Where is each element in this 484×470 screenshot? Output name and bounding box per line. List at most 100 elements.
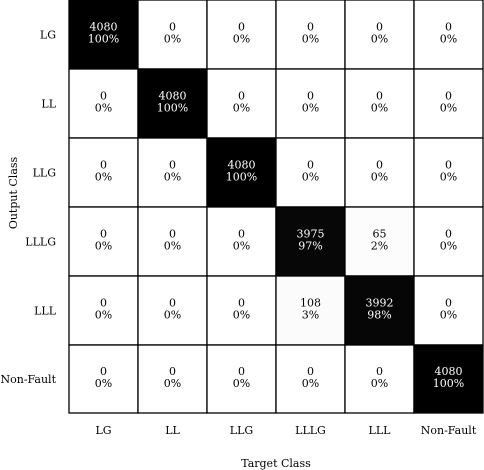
cell-count: 0	[238, 21, 245, 34]
cell-count: 3975	[297, 228, 325, 241]
cell-count: 0	[100, 90, 107, 103]
cell-count: 3992	[366, 297, 394, 310]
y-tick-label: LLL	[34, 305, 57, 318]
cell-percent: 0%	[164, 309, 181, 322]
matrix-cell: 00%	[275, 0, 346, 70]
cell-background	[68, 68, 139, 139]
cell-background	[68, 206, 139, 277]
matrix-cell: 00%	[206, 275, 277, 346]
matrix-cell: 00%	[413, 0, 484, 70]
cell-percent: 0%	[302, 377, 319, 390]
cell-count: 0	[376, 365, 383, 378]
matrix-cell: 00%	[68, 68, 139, 139]
y-tick-label: LLG	[33, 167, 56, 180]
matrix-cell: 00%	[344, 137, 415, 208]
y-tick-label: LLLG	[25, 236, 56, 249]
cell-background	[344, 0, 415, 70]
cell-count: 0	[376, 159, 383, 172]
cell-background	[275, 275, 346, 346]
cell-count: 0	[376, 90, 383, 103]
cell-count: 4080	[435, 365, 463, 378]
cell-percent: 3%	[302, 309, 319, 322]
y-tick-label: LL	[41, 98, 56, 111]
cell-count: 0	[376, 21, 383, 34]
cell-background	[413, 275, 484, 346]
matrix-cell: 00%	[206, 0, 277, 70]
cell-percent: 100%	[157, 102, 188, 115]
matrix-cell: 00%	[206, 344, 277, 414]
matrix-cell: 00%	[68, 137, 139, 208]
cell-percent: 0%	[233, 33, 250, 46]
matrix-cell: 652%	[344, 206, 415, 277]
cell-percent: 0%	[440, 240, 457, 253]
cell-percent: 0%	[233, 240, 250, 253]
cell-background	[413, 206, 484, 277]
cell-count: 0	[445, 228, 452, 241]
matrix-cell: 00%	[206, 68, 277, 139]
x-axis-label: Target Class	[241, 457, 311, 470]
matrix-cell: 00%	[137, 275, 208, 346]
cell-percent: 0%	[164, 240, 181, 253]
cell-count: 4080	[228, 159, 256, 172]
cell-background	[344, 344, 415, 414]
cell-count: 108	[300, 297, 321, 310]
cell-percent: 0%	[371, 377, 388, 390]
cell-count: 65	[373, 228, 387, 241]
matrix-cell: 00%	[344, 68, 415, 139]
cell-percent: 0%	[233, 102, 250, 115]
cell-count: 0	[445, 297, 452, 310]
matrix-cell: 00%	[68, 344, 139, 414]
matrix-cell: 00%	[413, 68, 484, 139]
matrix-cell: 00%	[206, 206, 277, 277]
cell-count: 0	[238, 365, 245, 378]
matrix-cells: 4080100%00%00%00%00%00%00%4080100%00%00%…	[68, 0, 484, 414]
cell-background	[206, 275, 277, 346]
y-tick-label: Non-Fault	[0, 373, 56, 386]
cell-percent: 0%	[233, 377, 250, 390]
cell-background	[275, 137, 346, 208]
cell-percent: 0%	[302, 102, 319, 115]
x-tick-label: LLLG	[295, 424, 326, 437]
cell-background	[413, 0, 484, 70]
cell-percent: 0%	[164, 171, 181, 184]
cell-count: 0	[169, 365, 176, 378]
matrix-cell: 00%	[275, 344, 346, 414]
cell-background	[206, 68, 277, 139]
y-tick-label: LG	[40, 29, 56, 42]
cell-count: 4080	[90, 21, 118, 34]
cell-count: 0	[100, 228, 107, 241]
x-tick-label: LLG	[230, 424, 253, 437]
cell-count: 0	[238, 228, 245, 241]
cell-percent: 0%	[95, 171, 112, 184]
cell-count: 4080	[159, 90, 187, 103]
cell-percent: 2%	[371, 240, 388, 253]
cell-count: 0	[445, 90, 452, 103]
cell-count: 0	[307, 90, 314, 103]
matrix-cell: 00%	[68, 206, 139, 277]
cell-count: 0	[238, 90, 245, 103]
matrix-cell: 00%	[413, 206, 484, 277]
cell-percent: 0%	[371, 171, 388, 184]
cell-percent: 0%	[95, 377, 112, 390]
cell-count: 0	[100, 159, 107, 172]
x-tick-labels: LG LL LLG LLLG LLL Non-Fault	[95, 424, 476, 437]
cell-percent: 0%	[95, 240, 112, 253]
cell-count: 0	[169, 21, 176, 34]
cell-background	[68, 275, 139, 346]
matrix-cell: 00%	[344, 344, 415, 414]
cell-background	[68, 0, 139, 70]
cell-count: 0	[169, 159, 176, 172]
cell-percent: 0%	[440, 309, 457, 322]
cell-background	[206, 206, 277, 277]
cell-count: 0	[100, 297, 107, 310]
cell-background	[206, 344, 277, 414]
matrix-cell: 00%	[344, 0, 415, 70]
cell-percent: 100%	[433, 377, 464, 390]
matrix-cell: 00%	[68, 275, 139, 346]
matrix-cell: 00%	[413, 137, 484, 208]
